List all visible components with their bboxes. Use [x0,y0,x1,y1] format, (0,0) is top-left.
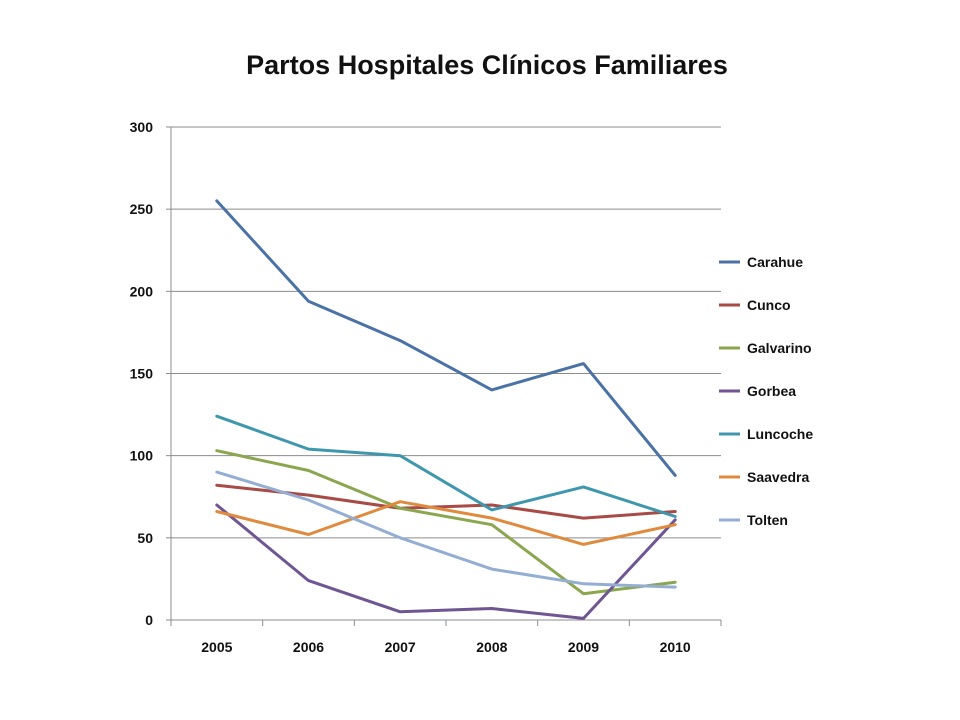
legend-label-carahue: Carahue [747,254,803,270]
gridlines [171,126,721,539]
series-line-saavedra [215,500,677,546]
x-tick-label: 2006 [293,639,324,655]
y-tick-label: 300 [130,119,154,135]
y-tick-label: 250 [130,201,154,217]
x-tick-label: 2005 [201,639,232,655]
x-tick-label: 2010 [660,639,691,655]
series-line-cunco [215,483,677,520]
legend: Carahue Cunco Galvarino Gorbea Luncoche Saave… [719,254,813,528]
legend-label-luncoche: Luncoche [747,426,813,442]
series-line-tolten [215,470,677,589]
legend-label-cunco: Cunco [747,297,791,313]
series-lines [215,199,677,620]
legend-label-tolten: Tolten [747,512,788,528]
series-line-luncoche [215,414,677,518]
y-tick-label: 0 [145,612,153,628]
legend-label-galvarino: Galvarino [747,340,812,356]
series-line-gorbea [215,503,677,620]
legend-label-saavedra: Saavedra [747,469,809,485]
y-tick-label: 200 [130,283,154,299]
x-tick-label: 2008 [476,639,507,655]
y-tick-label: 100 [130,448,154,464]
x-tick-label: 2007 [385,639,416,655]
series-line-galvarino [215,449,677,596]
y-tick-label: 50 [137,530,153,546]
axes: 0 50 100 150 200 250 300 2005 2006 2007 2008 2009 20… [130,119,722,655]
y-tick-label: 150 [130,366,154,382]
series-line-carahue [215,199,677,477]
chart-title: Partos Hospitales Clínicos Familiares [246,50,728,80]
x-tick-label: 2009 [568,639,599,655]
legend-label-gorbea: Gorbea [747,383,796,399]
